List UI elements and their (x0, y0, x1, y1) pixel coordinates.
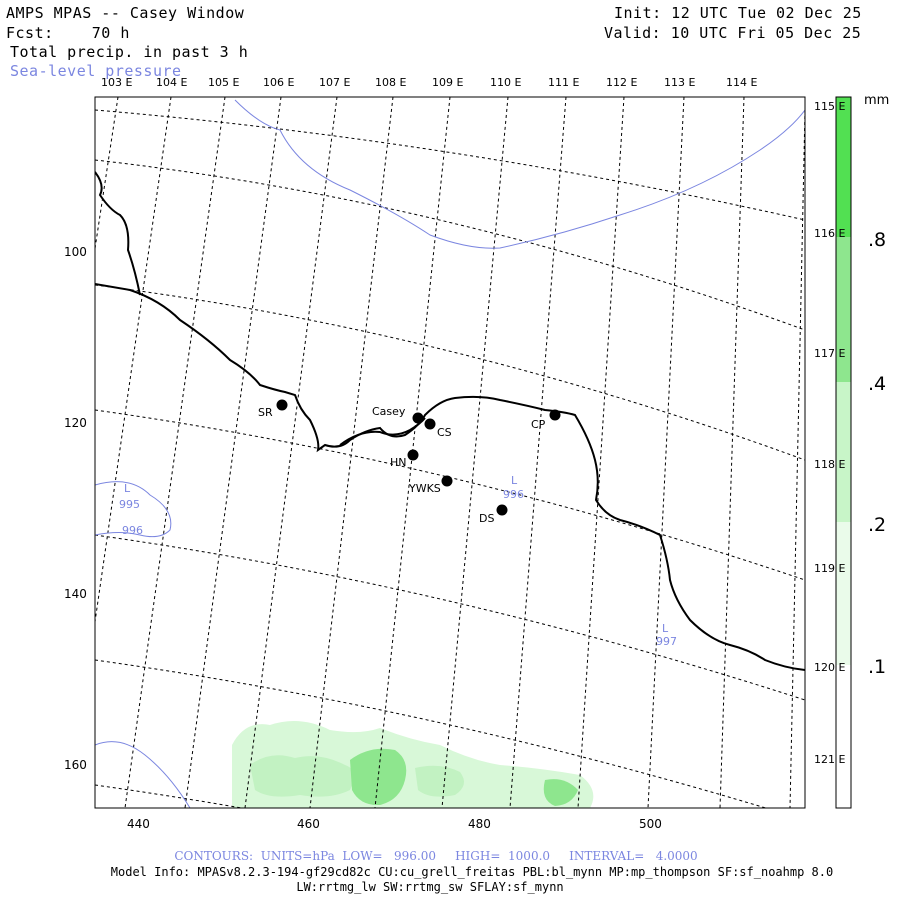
station-marker-casey (412, 412, 424, 424)
station-markers (276, 399, 561, 516)
y-tick-label: 120 (64, 416, 87, 430)
lon-label: 113 E (664, 76, 696, 89)
lon-label: 107 E (319, 76, 351, 89)
station-label-ywks: YWKS (408, 482, 441, 495)
y-tick-label: 100 (64, 245, 87, 259)
colorbar-tick-label: .1 (868, 656, 887, 678)
lon-label: 103 E (101, 76, 133, 89)
colorbar-tick-label: .2 (868, 514, 887, 536)
init-time: Init: 12 UTC Tue 02 Dec 25 (614, 4, 862, 22)
station-label-cp: CP (531, 418, 546, 431)
right-lon-label: 115 E (814, 100, 846, 113)
right-lon-label: 121 E (814, 753, 846, 766)
pressure-low-marker: L (662, 622, 669, 635)
station-marker-hn (407, 449, 419, 461)
colorbar (835, 96, 852, 809)
lon-label: 106 E (263, 76, 295, 89)
y-tick-label: 160 (64, 758, 87, 772)
pressure-low-marker: L (511, 474, 518, 487)
colorbar-tick-label: .8 (868, 229, 887, 251)
station-marker-cp (549, 409, 561, 421)
lon-label: 104 E (156, 76, 188, 89)
colorbar-unit: mm (864, 93, 890, 108)
station-label-cs: CS (437, 426, 452, 439)
lon-label: 112 E (606, 76, 638, 89)
valid-time: Valid: 10 UTC Fri 05 Dec 25 (604, 24, 862, 42)
graticule (95, 97, 805, 808)
lon-label: 114 E (726, 76, 758, 89)
x-tick-label: 440 (127, 817, 150, 831)
station-marker-sr (276, 399, 288, 411)
x-tick-label: 500 (639, 817, 662, 831)
coastline (95, 171, 805, 671)
precip-field (232, 721, 594, 808)
pressure-label: 996 (122, 524, 143, 537)
lon-label: 110 E (490, 76, 522, 89)
station-label-ds: DS (479, 512, 494, 525)
pressure-label: 997 (656, 635, 677, 648)
lon-label: 105 E (208, 76, 240, 89)
pressure-label: 996 (503, 488, 524, 501)
station-marker-ywks (441, 475, 453, 487)
right-lon-label: 119 E (814, 562, 846, 575)
pressure-label: 995 (119, 498, 140, 511)
contours-info: CONTOURS: UNITS=hPa LOW= 996.00 HIGH= 10… (174, 849, 698, 863)
map-title: AMPS MPAS -- Casey Window (6, 4, 245, 22)
pressure-low-marker: L (124, 482, 131, 495)
lon-label: 109 E (432, 76, 464, 89)
x-tick-label: 480 (468, 817, 491, 831)
station-label-sr: SR (258, 406, 273, 419)
right-lon-label: 118 E (814, 458, 846, 471)
right-lon-label: 116 E (814, 227, 846, 240)
map-frame (94, 96, 806, 809)
field-overlay-label: Sea-level pressure (10, 62, 182, 80)
right-lon-label: 117 E (814, 347, 846, 360)
field-main-label: Total precip. in past 3 h (10, 43, 249, 61)
colorbar-tick-label: .4 (868, 373, 887, 395)
forecast-hour: Fcst: 70 h (6, 24, 130, 42)
station-label-hn: HN (390, 456, 407, 469)
x-tick-label: 460 (297, 817, 320, 831)
model-info-line2: LW:rrtmg_lw SW:rrtmg_sw SFLAY:sf_mynn (296, 880, 564, 894)
station-label-casey: Casey (372, 405, 406, 418)
slp-contours (95, 99, 805, 808)
lon-label: 108 E (375, 76, 407, 89)
station-marker-ds (496, 504, 508, 516)
right-lon-label: 120 E (814, 661, 846, 674)
y-tick-label: 140 (64, 587, 87, 601)
lon-label: 111 E (548, 76, 580, 89)
model-info: Model Info: MPASv8.2.3-194-gf29cd82c CU:… (110, 865, 834, 879)
station-marker-cs (424, 418, 436, 430)
